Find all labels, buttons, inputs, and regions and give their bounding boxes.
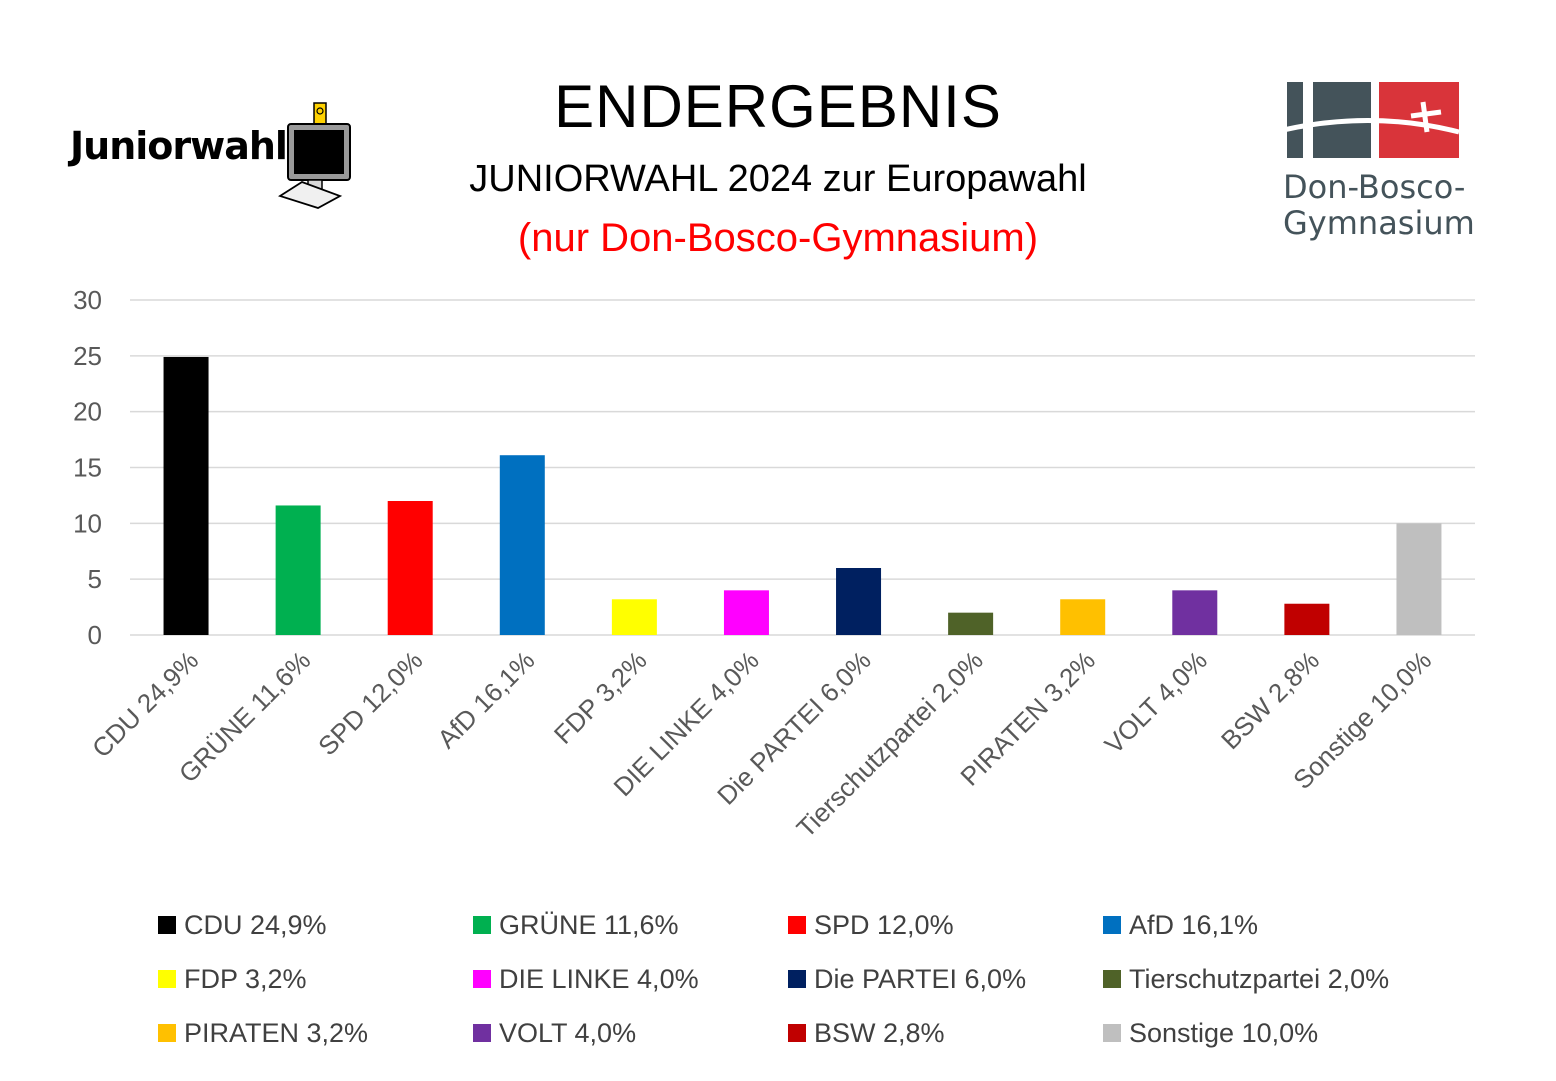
y-tick-label: 10 (73, 508, 102, 538)
x-tick-label: CDU 24,9% (86, 645, 204, 763)
juniorwahl-logo: Juniorwahl (70, 100, 360, 210)
y-tick-label: 25 (73, 341, 102, 371)
legend-label: Die PARTEI 6,0% (814, 963, 1027, 994)
legend-item: PIRATEN 3,2% (158, 1014, 473, 1052)
chart-subtitle: JUNIORWAHL 2024 zur Europawahl (469, 158, 1087, 200)
bar (163, 356, 209, 635)
legend-label: AfD 16,1% (1129, 909, 1259, 940)
bar (1284, 603, 1330, 635)
bar (499, 455, 545, 635)
legend-swatch (1103, 916, 1121, 934)
legend-item: AfD 16,1% (1103, 906, 1488, 944)
legend-label: FDP 3,2% (184, 963, 307, 994)
legend-item: GRÜNE 11,6% (473, 906, 788, 944)
bar (1172, 590, 1218, 635)
y-tick-label: 20 (73, 397, 102, 427)
legend-label: Tierschutzpartei 2,0% (1129, 963, 1390, 994)
legend-label: BSW 2,8% (814, 1017, 945, 1048)
legend-swatch (473, 970, 491, 988)
legend-item: BSW 2,8% (788, 1014, 1103, 1052)
legend-item: Tierschutzpartei 2,0% (1103, 960, 1488, 998)
legend-label: GRÜNE 11,6% (499, 909, 679, 940)
y-tick-label: 15 (73, 453, 102, 483)
legend-item: VOLT 4,0% (473, 1014, 788, 1052)
school-name-line2: Gymnasium (1283, 204, 1475, 242)
legend-item: SPD 12,0% (788, 906, 1103, 944)
legend-swatch (158, 970, 176, 988)
x-tick-label: Tierschutzpartei 2,0% (791, 645, 989, 843)
y-tick-label: 5 (88, 564, 102, 594)
legend-label: VOLT 4,0% (499, 1017, 637, 1048)
legend-swatch (1103, 1024, 1121, 1042)
ballot-computer-icon (278, 102, 351, 209)
legend-swatch (788, 970, 806, 988)
don-bosco-logo: Don-Bosco- Gymnasium (1283, 80, 1475, 250)
legend-label: DIE LINKE 4,0% (499, 963, 699, 994)
legend-item: DIE LINKE 4,0% (473, 960, 788, 998)
legend-swatch (473, 1024, 491, 1042)
legend-item: CDU 24,9% (158, 906, 473, 944)
don-bosco-emblem-icon (1283, 82, 1460, 158)
legend-swatch (158, 1024, 176, 1042)
bar (948, 612, 994, 635)
bar (275, 505, 321, 635)
x-tick-label: AfD 16,1% (431, 645, 540, 754)
legend-label: SPD 12,0% (814, 909, 954, 940)
y-tick-label: 0 (88, 620, 102, 650)
legend-item: Die PARTEI 6,0% (788, 960, 1103, 998)
juniorwahl-wordmark: Juniorwahl (70, 124, 288, 168)
legend-item: FDP 3,2% (158, 960, 473, 998)
bar (387, 501, 433, 635)
chart-subtitle-school: (nur Don-Bosco-Gymnasium) (517, 216, 1039, 260)
chart-legend: CDU 24,9% GRÜNE 11,6% SPD 12,0% AfD 16,1% FD… (158, 906, 1488, 1052)
x-tick-label: BSW 2,8% (1215, 645, 1325, 755)
legend-label: PIRATEN 3,2% (184, 1017, 369, 1048)
school-name-line1: Don-Bosco- (1283, 168, 1466, 206)
legend-swatch (158, 916, 176, 934)
bar (1060, 599, 1106, 635)
x-tick-label: FDP 3,2% (548, 645, 653, 750)
bar (611, 599, 657, 635)
legend-swatch (788, 1024, 806, 1042)
legend-swatch (788, 916, 806, 934)
chart-title: ENDERGEBNIS (554, 73, 1002, 140)
legend-swatch (473, 916, 491, 934)
legend-label: Sonstige 10,0% (1129, 1017, 1319, 1048)
legend-item: Sonstige 10,0% (1103, 1014, 1488, 1052)
bar (723, 590, 769, 635)
legend-label: CDU 24,9% (184, 909, 327, 940)
x-tick-label: VOLT 4,0% (1098, 645, 1213, 760)
legend-swatch (1103, 970, 1121, 988)
x-tick-label: SPD 12,0% (312, 645, 428, 761)
bar (836, 568, 882, 635)
y-tick-label: 30 (73, 285, 102, 315)
bar (1396, 523, 1442, 635)
